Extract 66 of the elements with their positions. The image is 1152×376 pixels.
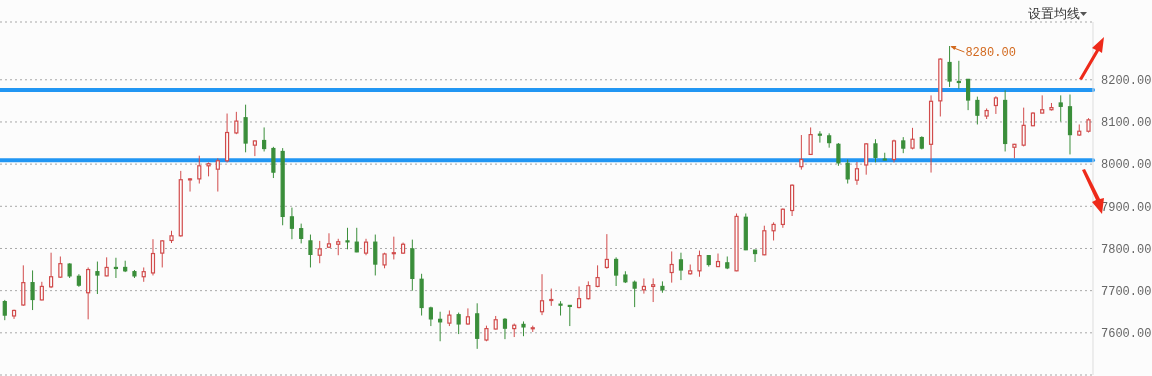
candlestick xyxy=(465,307,471,326)
y-tick-label: 8200.00 xyxy=(1101,74,1152,89)
candlestick xyxy=(678,252,684,281)
candlestick xyxy=(993,95,998,115)
candlestick xyxy=(845,158,850,185)
candlestick xyxy=(95,261,100,295)
candlestick xyxy=(345,227,350,250)
candlestick xyxy=(715,253,721,268)
candlestick xyxy=(771,221,776,241)
candlestick xyxy=(48,252,54,289)
candlestick xyxy=(956,60,961,90)
candlestick xyxy=(817,130,822,144)
candlestick xyxy=(975,96,980,125)
candlestick xyxy=(391,236,396,260)
candlestick xyxy=(299,223,304,244)
candlestick xyxy=(539,273,545,316)
candlestick xyxy=(502,317,508,340)
candlestick xyxy=(21,264,26,307)
candlestick xyxy=(215,157,220,193)
candlestick xyxy=(586,280,591,301)
y-tick-label: 8100.00 xyxy=(1101,116,1152,131)
candlestick xyxy=(262,126,267,152)
candlestick xyxy=(197,155,202,185)
candlestick xyxy=(308,234,313,268)
candlestick xyxy=(39,281,44,301)
candlestick xyxy=(1021,107,1026,147)
candlestick xyxy=(808,126,813,156)
candlestick xyxy=(187,177,193,193)
candlestick xyxy=(30,269,35,311)
y-tick-label: 7900.00 xyxy=(1101,200,1152,215)
candlestick xyxy=(799,134,804,171)
candlestick xyxy=(160,239,165,268)
candlestick xyxy=(836,142,841,167)
y-tick-label: 7700.00 xyxy=(1101,284,1152,299)
candlestick xyxy=(780,207,785,229)
candlestick xyxy=(326,232,332,249)
candlestick xyxy=(966,78,971,111)
candlestick xyxy=(150,238,156,276)
candlestick xyxy=(651,277,656,303)
candlestick xyxy=(604,233,609,270)
candlestick xyxy=(873,138,878,163)
candlestick xyxy=(252,140,257,157)
candlestick xyxy=(854,161,860,186)
candlestick xyxy=(354,227,359,253)
candlestick xyxy=(373,234,378,276)
candlestick xyxy=(456,312,461,335)
candlestick xyxy=(113,257,119,279)
candlestick xyxy=(632,280,637,308)
candlestick xyxy=(864,142,869,176)
candlestick xyxy=(614,256,619,287)
y-tick-label: 7600.00 xyxy=(1101,327,1152,342)
candlestick xyxy=(271,146,276,179)
candlestick xyxy=(1058,94,1063,123)
y-tick-label: 8000.00 xyxy=(1101,158,1152,173)
candlestick xyxy=(669,250,674,284)
candlestick xyxy=(697,250,702,278)
candlestick xyxy=(104,256,109,277)
candlestick xyxy=(86,266,91,320)
candlestick xyxy=(289,207,295,240)
candlestick xyxy=(317,240,322,264)
candlestick xyxy=(2,299,7,321)
candlestick xyxy=(438,311,443,342)
y-tick-label: 7800.00 xyxy=(1101,242,1152,257)
candlestick xyxy=(947,45,952,88)
annotation: 8280.00 xyxy=(965,46,1016,61)
text: 设置均线 xyxy=(1028,5,1080,23)
